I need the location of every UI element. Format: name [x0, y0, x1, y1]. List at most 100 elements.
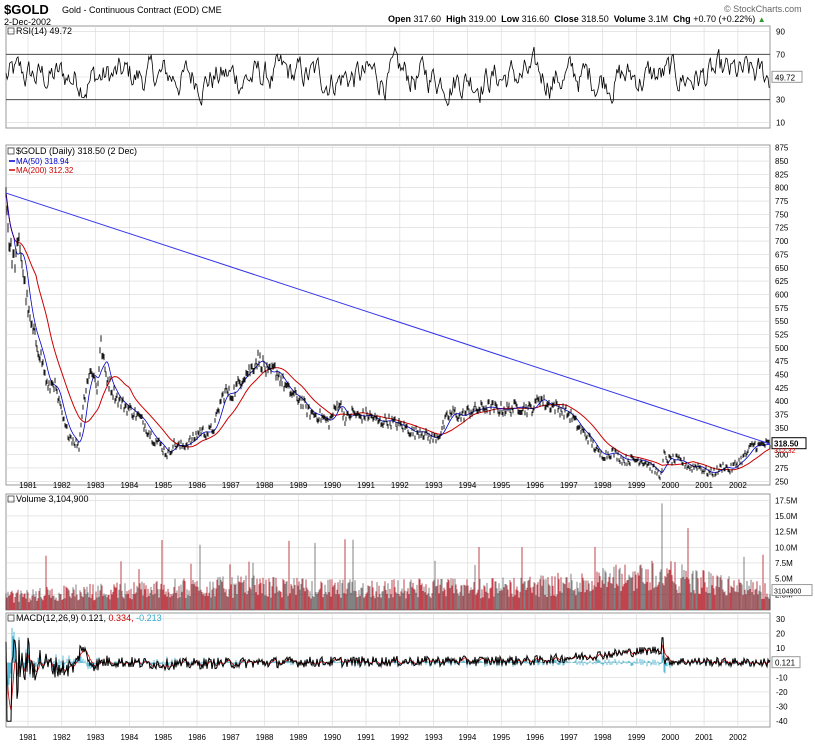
- bottom-x-tick-label: 1992: [391, 733, 409, 742]
- price-y-tick-label: 425: [775, 384, 789, 393]
- volume-y-tick-label: 12.5M: [775, 528, 798, 537]
- macd-legend-swatch: [7, 614, 15, 622]
- bottom-x-tick-label: 1999: [628, 733, 646, 742]
- open-label: Open: [388, 14, 412, 24]
- rsi-y-tick-label: 90: [776, 28, 785, 37]
- close-value: 318.50: [581, 14, 609, 24]
- bottom-x-tick-label: 1997: [560, 733, 578, 742]
- ma200-legend: MA(200) 312.32: [16, 166, 74, 175]
- rsi-y-tick-label: 10: [776, 118, 785, 127]
- ma50-legend: MA(50) 318.94: [16, 157, 69, 166]
- exchange-text: CME: [201, 5, 222, 15]
- price-y-tick-label: 475: [775, 357, 789, 366]
- price-y-tick-label: 775: [775, 197, 789, 206]
- price-y-tick-label: 400: [775, 397, 789, 406]
- macd-y-tick-label: -20: [776, 688, 788, 697]
- price-y-tick-label: 650: [775, 264, 789, 273]
- price-x-tick-label: 1982: [53, 481, 71, 490]
- bottom-x-tick-label: 2001: [695, 733, 713, 742]
- bottom-x-tick-label: 1988: [256, 733, 274, 742]
- bottom-x-tick-label: 1981: [19, 733, 37, 742]
- volume-y-tick-label: 17.5M: [775, 496, 798, 505]
- close-label: Close: [554, 14, 579, 24]
- bottom-x-tick-label: 1993: [425, 733, 443, 742]
- price-y-tick-label: 550: [775, 317, 789, 326]
- chart-date: 2-Dec-2002: [4, 17, 52, 27]
- price-y-tick-label: 250: [775, 477, 789, 486]
- bottom-x-tick-label: 1986: [188, 733, 206, 742]
- macd-hist-value: -0.213: [136, 613, 162, 623]
- bottom-x-tick-label: 1989: [290, 733, 308, 742]
- price-x-tick-label: 1984: [120, 481, 138, 490]
- bottom-x-tick-label: 2000: [661, 733, 679, 742]
- price-x-tick-label: 1994: [459, 481, 477, 490]
- rsi-title: RSI(14) 49.72: [16, 26, 72, 36]
- bottom-x-tick-label: 1985: [154, 733, 172, 742]
- price-last-label: 318.50: [774, 440, 799, 449]
- macd-y-tick-label: 30: [776, 615, 785, 624]
- volume-y-tick-label: 15.0M: [775, 512, 798, 521]
- price-x-tick-label: 1983: [87, 481, 105, 490]
- macd-panel-frame: [5, 612, 771, 728]
- price-x-tick-label: 1987: [222, 481, 240, 490]
- price-y-tick-label: 875: [775, 144, 789, 153]
- ma200-line: [5, 192, 771, 471]
- price-x-tick-label: 1999: [628, 481, 646, 490]
- macd-last-label: 0.121: [775, 659, 796, 668]
- price-x-tick-label: 1988: [256, 481, 274, 490]
- ma200-last-label: 312.32: [774, 448, 796, 455]
- volume-y-tick-label: 5.0M: [775, 575, 793, 584]
- symbol-description: Gold - Continuous Contract (EOD) CME: [62, 5, 222, 15]
- price-x-tick-label: 1998: [594, 481, 612, 490]
- macd-y-tick-label: -40: [776, 717, 788, 726]
- price-x-tick-label: 1992: [391, 481, 409, 490]
- high-value: 319.00: [468, 14, 497, 24]
- open-value: 317.60: [413, 14, 442, 24]
- rsi-y-tick-label: 30: [776, 96, 785, 105]
- volume-value: 3.1M: [648, 14, 669, 24]
- price-x-tick-label: 2001: [695, 481, 713, 490]
- price-y-tick-label: 825: [775, 170, 789, 179]
- ma50-line: [5, 192, 770, 474]
- ohlc-summary: Open 317.60 High 319.00 Low 316.60 Close…: [388, 14, 766, 24]
- macd-line: [5, 637, 771, 722]
- bottom-x-tick-label: 1998: [594, 733, 612, 742]
- volume-title: Volume 3,104,900: [16, 494, 89, 504]
- bottom-x-tick-label: 1994: [459, 733, 477, 742]
- macd-signal-value: 0.334,: [109, 613, 137, 623]
- price-x-tick-label: 1986: [188, 481, 206, 490]
- chg-label: Chg: [673, 14, 691, 24]
- price-x-tick-label: 1996: [526, 481, 544, 490]
- description-text: Gold - Continuous Contract (EOD): [62, 5, 200, 15]
- volume-bars-down: [5, 503, 771, 610]
- bottom-x-tick-label: 1987: [222, 733, 240, 742]
- price-x-tick-label: 1985: [154, 481, 172, 490]
- macd-y-tick-label: -30: [776, 703, 788, 712]
- price-y-tick-label: 725: [775, 224, 789, 233]
- price-y-tick-label: 800: [775, 184, 789, 193]
- price-bars: [5, 187, 771, 481]
- volume-last-box: [771, 584, 813, 597]
- price-x-tick-label: 2000: [661, 481, 679, 490]
- price-x-tick-label: 1989: [290, 481, 308, 490]
- price-last-box: [771, 437, 807, 450]
- bottom-x-tick-label: 1990: [323, 733, 341, 742]
- macd-y-tick-label: -10: [776, 673, 788, 682]
- price-y-tick-label: 525: [775, 330, 789, 339]
- price-x-tick-label: 1991: [357, 481, 375, 490]
- price-x-tick-label: 1993: [425, 481, 443, 490]
- chg-up-arrow-icon: ▲: [757, 15, 766, 24]
- price-title: $GOLD (Daily) 318.50 (2 Dec): [16, 146, 137, 156]
- price-y-tick-label: 350: [775, 424, 789, 433]
- bottom-x-tick-label: 1996: [526, 733, 544, 742]
- volume-y-tick-label: 10.0M: [775, 543, 798, 552]
- macd-last-box: [771, 656, 801, 669]
- price-x-tick-label: 1990: [323, 481, 341, 490]
- price-x-tick-label: 2002: [729, 481, 747, 490]
- price-y-tick-label: 675: [775, 250, 789, 259]
- bottom-x-tick-label: 1982: [53, 733, 71, 742]
- price-y-tick-label: 300: [775, 451, 789, 460]
- rsi-line: [5, 46, 770, 107]
